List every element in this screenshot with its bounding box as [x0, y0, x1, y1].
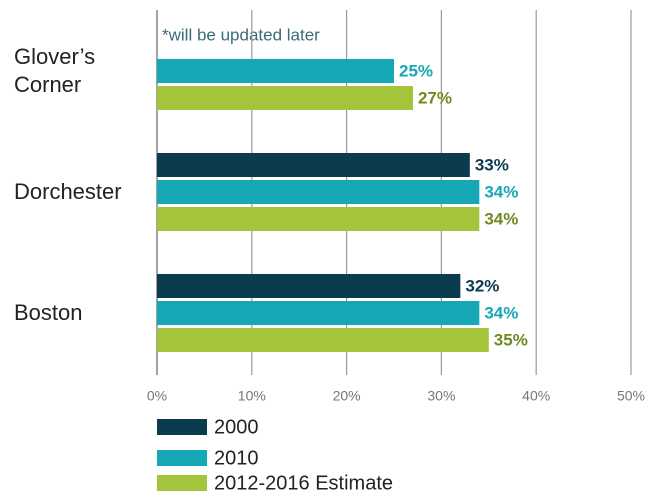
value-label: 34% — [484, 303, 518, 322]
x-tick-label: 0% — [147, 388, 167, 404]
category-label: Dorchester — [14, 179, 122, 204]
bar — [157, 153, 470, 177]
legend-label: 2000 — [214, 416, 259, 438]
bar — [157, 86, 413, 110]
value-label: 27% — [418, 88, 452, 107]
value-label: 34% — [484, 182, 518, 201]
value-label: 25% — [399, 61, 433, 80]
legend-swatch — [157, 475, 207, 491]
legend-swatch — [157, 419, 207, 435]
bar — [157, 274, 461, 298]
x-tick-label: 30% — [427, 388, 455, 404]
category-label: Boston — [14, 300, 83, 325]
value-label: 35% — [494, 330, 528, 349]
bar — [157, 328, 489, 352]
value-label: 33% — [475, 155, 509, 174]
legend-label: 2010 — [214, 447, 259, 469]
value-label: 34% — [484, 209, 518, 228]
bar — [157, 207, 480, 231]
bar — [157, 301, 480, 325]
value-label: 32% — [465, 276, 499, 295]
category-label: Glover’s Corner — [14, 44, 96, 97]
x-tick-label: 20% — [333, 388, 361, 404]
x-tick-label: 50% — [617, 388, 645, 404]
x-tick-label: 40% — [522, 388, 550, 404]
x-tick-label: 10% — [238, 388, 266, 404]
legend-label: 2012-2016 Estimate — [214, 472, 393, 494]
legend-swatch — [157, 450, 207, 466]
bar — [157, 59, 394, 83]
annotation: *will be updated later — [162, 25, 320, 44]
bar — [157, 180, 480, 204]
